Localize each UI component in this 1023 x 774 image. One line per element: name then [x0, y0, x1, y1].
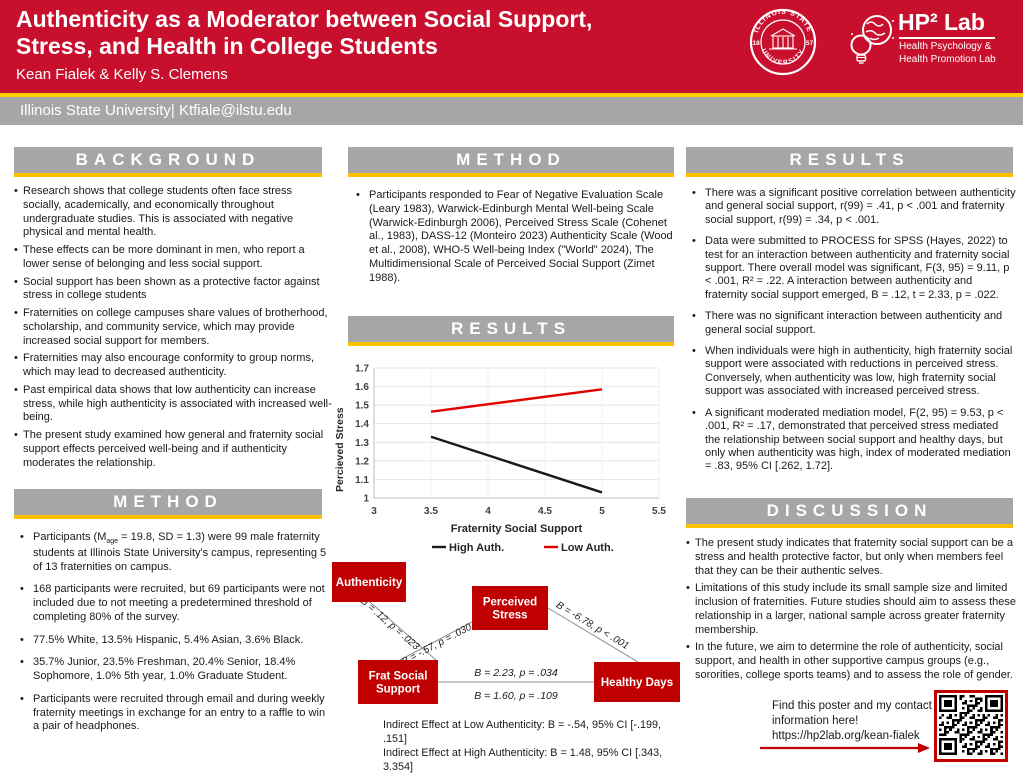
- indirect-effect-low: Indirect Effect at Low Authenticity: B =…: [383, 719, 661, 746]
- method-mid-bullet-list: Participants responded to Fear of Negati…: [350, 189, 674, 294]
- method-left-bullet-list: Participants (Mage = 19.8, SD = 1.3) wer…: [14, 531, 332, 743]
- poster-title-line1: Authenticity as a Moderator between Soci…: [16, 6, 593, 32]
- bullet-item: 168 participants were recruited, but 69 …: [14, 583, 332, 624]
- svg-text:High Auth.: High Auth.: [449, 542, 504, 554]
- hp2-lab-bulb-brain-icon: [850, 15, 894, 64]
- poster-title: Authenticity as a Moderator between Soci…: [16, 6, 592, 60]
- affiliation-band: Illinois State University| Ktfiale@ilstu…: [0, 97, 1023, 125]
- gold-divider-strip: [0, 93, 1023, 97]
- svg-text:4.5: 4.5: [538, 506, 552, 517]
- bullet-item: Participants responded to Fear of Negati…: [350, 189, 674, 285]
- svg-text:B = 1.60, p = .109: B = 1.60, p = .109: [474, 690, 558, 702]
- svg-text:1.5: 1.5: [355, 401, 369, 412]
- seal-building-emblem: [769, 28, 797, 50]
- svg-text:1.1: 1.1: [355, 475, 369, 486]
- bullet-item: Social support has been shown as a prote…: [14, 276, 332, 304]
- red-arrow-to-qr: [760, 743, 930, 753]
- hp2-lab-subtitle-line1: Health Psychology &: [899, 41, 992, 52]
- svg-text:3.5: 3.5: [424, 506, 438, 517]
- svg-text:Low Auth.: Low Auth.: [561, 542, 614, 554]
- bullet-item: There was a significant positive correla…: [686, 187, 1016, 227]
- hp2-lab-subtitle-line2: Health Promotion Lab: [899, 53, 996, 65]
- method-left-section-header: METHOD: [14, 489, 322, 519]
- svg-text:Healthy Days: Healthy Days: [601, 677, 673, 689]
- hp2-lab-divider: [899, 37, 995, 39]
- svg-text:5.5: 5.5: [652, 506, 666, 517]
- interaction-line-chart: 1 1.1 1.2 1.3 1.4 1.5 1.6 1.7 3 3.5 4 4.5 5 5.5 Frater…: [355, 364, 666, 555]
- diagram-box-healthy-days: Healthy Days: [594, 662, 680, 702]
- svg-text:B = .12, p = .023: B = .12, p = .023: [358, 596, 421, 653]
- svg-text:5: 5: [599, 506, 605, 517]
- svg-text:B = 2.23, p = .034: B = 2.23, p = .034: [474, 667, 558, 679]
- svg-text:1.2: 1.2: [355, 456, 369, 467]
- svg-text:Stress: Stress: [492, 610, 527, 622]
- bullet-item: Data were submitted to PROCESS for SPSS …: [686, 235, 1016, 302]
- indirect-effect-high: Indirect Effect at High Authenticity: B …: [383, 747, 663, 774]
- bullet-item: Past empirical data shows that low authe…: [14, 384, 332, 425]
- bullet-item: There was no significant interaction bet…: [686, 310, 1016, 337]
- svg-text:B = -6.78, p < .001: B = -6.78, p < .001: [554, 600, 631, 652]
- isu-seal-logo: ILLINOIS STATE UNIVERSITY 18 57: [749, 8, 817, 76]
- svg-text:1.3: 1.3: [355, 438, 369, 449]
- svg-text:1.6: 1.6: [355, 382, 369, 393]
- hp2-lab-name: HP² Lab: [898, 9, 985, 35]
- poster-authors: Kean Fialek & Kelly S. Clemens: [16, 66, 228, 83]
- discussion-section-header: DISCUSSION: [686, 498, 1013, 528]
- bullet-item: Participants were recruited through emai…: [14, 693, 332, 734]
- contact-url[interactable]: https://hp2lab.org/kean-fialek: [772, 730, 920, 743]
- svg-text:3: 3: [371, 506, 377, 517]
- background-section-header: BACKGROUND: [14, 147, 322, 177]
- bullet-item: 35.7% Junior, 23.5% Freshman, 20.4% Seni…: [14, 656, 332, 684]
- method-mid-section-header: METHOD: [348, 147, 674, 177]
- contact-block: Find this poster and my contact informat…: [772, 699, 934, 745]
- results-right-section-header: RESULTS: [686, 147, 1013, 177]
- results-mid-section-header: RESULTS: [348, 316, 674, 346]
- hp2-lab-subtitle: Health Psychology & Health Promotion Lab: [899, 41, 996, 66]
- contact-text: Find this poster and my contact informat…: [772, 700, 932, 728]
- svg-text:Support: Support: [376, 684, 420, 696]
- background-bullet-list: Research shows that college students oft…: [14, 185, 332, 474]
- poster-title-line2: Stress, and Health in College Students: [16, 33, 438, 59]
- bullet-item: The present study indicates that fratern…: [686, 537, 1016, 578]
- svg-text:Perceived: Perceived: [483, 597, 537, 609]
- bullet-item: 77.5% White, 13.5% Hispanic, 5.4% Asian,…: [14, 634, 332, 648]
- affiliation-text: Illinois State University| Ktfiale@ilstu…: [20, 102, 292, 119]
- seal-year-right: 57: [806, 40, 814, 47]
- bullet-item: Research shows that college students oft…: [14, 185, 332, 240]
- results-right-bullet-list: There was a significant positive correla…: [686, 187, 1016, 482]
- bullet-item: The present study examined how general a…: [14, 429, 332, 470]
- qr-code: [934, 690, 1008, 762]
- bullet-item: Fraternities may also encourage conformi…: [14, 352, 332, 380]
- bullet-item: These effects can be more dominant in me…: [14, 244, 332, 272]
- seal-year-left: 18: [753, 40, 761, 47]
- svg-text:Frat Social: Frat Social: [369, 671, 428, 683]
- svg-text:1: 1: [363, 494, 369, 505]
- bullet-item: Fraternities on college campuses share v…: [14, 307, 332, 348]
- discussion-bullet-list: The present study indicates that fratern…: [686, 537, 1016, 687]
- svg-text:Authenticity: Authenticity: [336, 577, 403, 589]
- svg-text:1.4: 1.4: [355, 419, 369, 430]
- svg-text:1.7: 1.7: [355, 364, 369, 375]
- bullet-item: A significant moderated mediation model,…: [686, 407, 1016, 474]
- bullet-item: Limitations of this study include its sm…: [686, 582, 1016, 637]
- bullet-item: Participants (Mage = 19.8, SD = 1.3) wer…: [14, 531, 332, 574]
- poster-header: Authenticity as a Moderator between Soci…: [0, 0, 1023, 93]
- diagram-box-authenticity: Authenticity: [332, 562, 406, 602]
- bullet-item: When individuals were high in authentici…: [686, 345, 1016, 399]
- qr-code-pattern: [939, 695, 1003, 755]
- svg-text:Fraternity Social Support: Fraternity Social Support: [451, 523, 583, 535]
- svg-text:4: 4: [485, 506, 491, 517]
- bullet-item: In the future, we aim to determine the r…: [686, 641, 1016, 682]
